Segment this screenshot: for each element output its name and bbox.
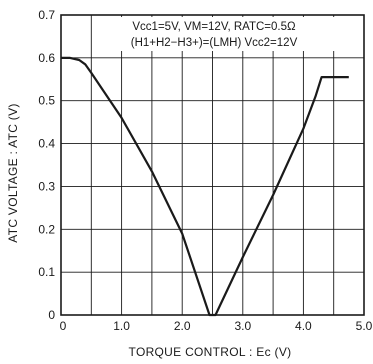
x-axis-label: TORQUE CONTROL : Ec (V) — [129, 345, 292, 359]
y-tick-labels: 0 0.1 0.2 0.3 0.4 0.5 0.6 0.7 — [38, 8, 55, 322]
y-tick-label: 0.5 — [38, 94, 55, 108]
x-tick-label: 5.0 — [356, 319, 373, 333]
x-tick-label: 2.0 — [174, 319, 191, 333]
grid-lines — [61, 15, 364, 315]
annotation-line-2: (H1+H2−H3+)=(LMH) Vcc2=12V — [131, 37, 298, 49]
x-tick-label: 0 — [60, 319, 67, 333]
y-axis-label: ATC VOLTAGE : ATC (V) — [6, 103, 20, 242]
x-tick-labels: 0 1.0 2.0 3.0 4.0 5.0 — [60, 319, 373, 333]
y-tick-label: 0.7 — [38, 8, 55, 22]
y-tick-label: 0.3 — [38, 179, 55, 193]
annotation-line-1: Vcc1=5V, VM=12V, RATC=0.5Ω — [132, 21, 296, 33]
y-tick-label: 0.6 — [38, 51, 55, 65]
x-tick-label: 1.0 — [113, 319, 130, 333]
y-tick-label: 0 — [48, 308, 55, 322]
y-tick-label: 0.2 — [38, 222, 55, 236]
x-tick-label: 4.0 — [295, 319, 312, 333]
annotation-box: Vcc1=5V, VM=12V, RATC=0.5Ω (H1+H2−H3+)=(… — [95, 17, 345, 51]
y-tick-label: 0.4 — [38, 137, 55, 151]
y-tick-label: 0.1 — [38, 265, 55, 279]
x-tick-label: 3.0 — [234, 319, 251, 333]
